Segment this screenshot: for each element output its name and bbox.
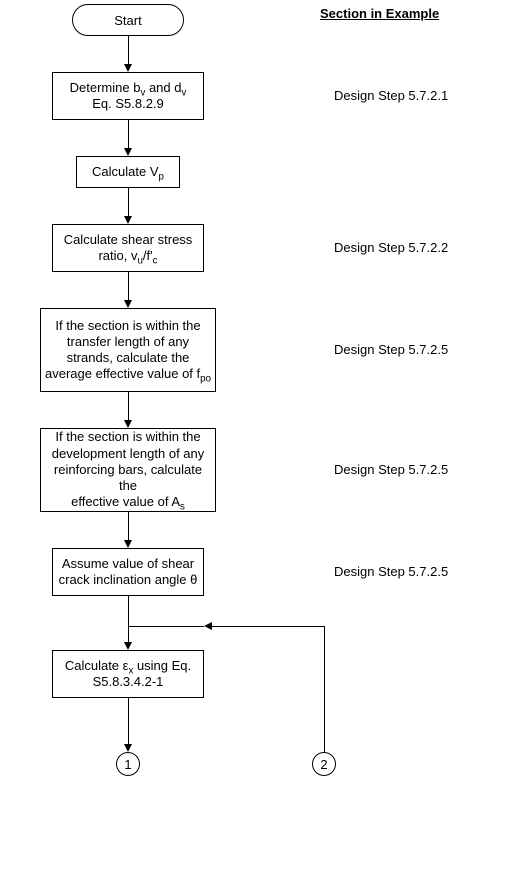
flow-box-b2: Calculate Vp xyxy=(76,156,180,188)
flow-box-b3: Calculate shear stressratio, vu/f'c xyxy=(52,224,204,272)
arrow-head-down xyxy=(124,420,132,428)
arrow-line xyxy=(128,698,129,744)
section-heading: Section in Example xyxy=(320,6,439,21)
arrow-line xyxy=(128,272,129,300)
step-label-b5: Design Step 5.7.2.5 xyxy=(334,462,448,477)
feedback-arrowhead xyxy=(204,622,212,630)
arrow-line xyxy=(128,392,129,420)
feedback-vline xyxy=(324,626,325,752)
arrow-line xyxy=(128,36,129,64)
feedback-hline xyxy=(212,626,324,627)
connector-2: 2 xyxy=(312,752,336,776)
flow-box-b5: If the section is within thedevelopment … xyxy=(40,428,216,512)
step-label-b3: Design Step 5.7.2.2 xyxy=(334,240,448,255)
step-label-b1: Design Step 5.7.2.1 xyxy=(334,88,448,103)
connector-1: 1 xyxy=(116,752,140,776)
flow-box-b4: If the section is within thetransfer len… xyxy=(40,308,216,392)
start-node: Start xyxy=(72,4,184,36)
flow-box-b6: Assume value of shearcrack inclination a… xyxy=(52,548,204,596)
step-label-b6: Design Step 5.7.2.5 xyxy=(334,564,448,579)
arrow-line xyxy=(128,188,129,216)
arrow-head-down xyxy=(124,642,132,650)
feedback-join xyxy=(128,626,204,627)
flow-box-b7: Calculate εx using Eq.S5.8.3.4.2-1 xyxy=(52,650,204,698)
arrow-line xyxy=(128,596,129,642)
arrow-head-down xyxy=(124,744,132,752)
arrow-head-down xyxy=(124,148,132,156)
arrow-head-down xyxy=(124,64,132,72)
arrow-head-down xyxy=(124,216,132,224)
flow-box-b1: Determine bv and dvEq. S5.8.2.9 xyxy=(52,72,204,120)
arrow-head-down xyxy=(124,300,132,308)
arrow-line xyxy=(128,512,129,540)
step-label-b4: Design Step 5.7.2.5 xyxy=(334,342,448,357)
arrow-line xyxy=(128,120,129,148)
arrow-head-down xyxy=(124,540,132,548)
